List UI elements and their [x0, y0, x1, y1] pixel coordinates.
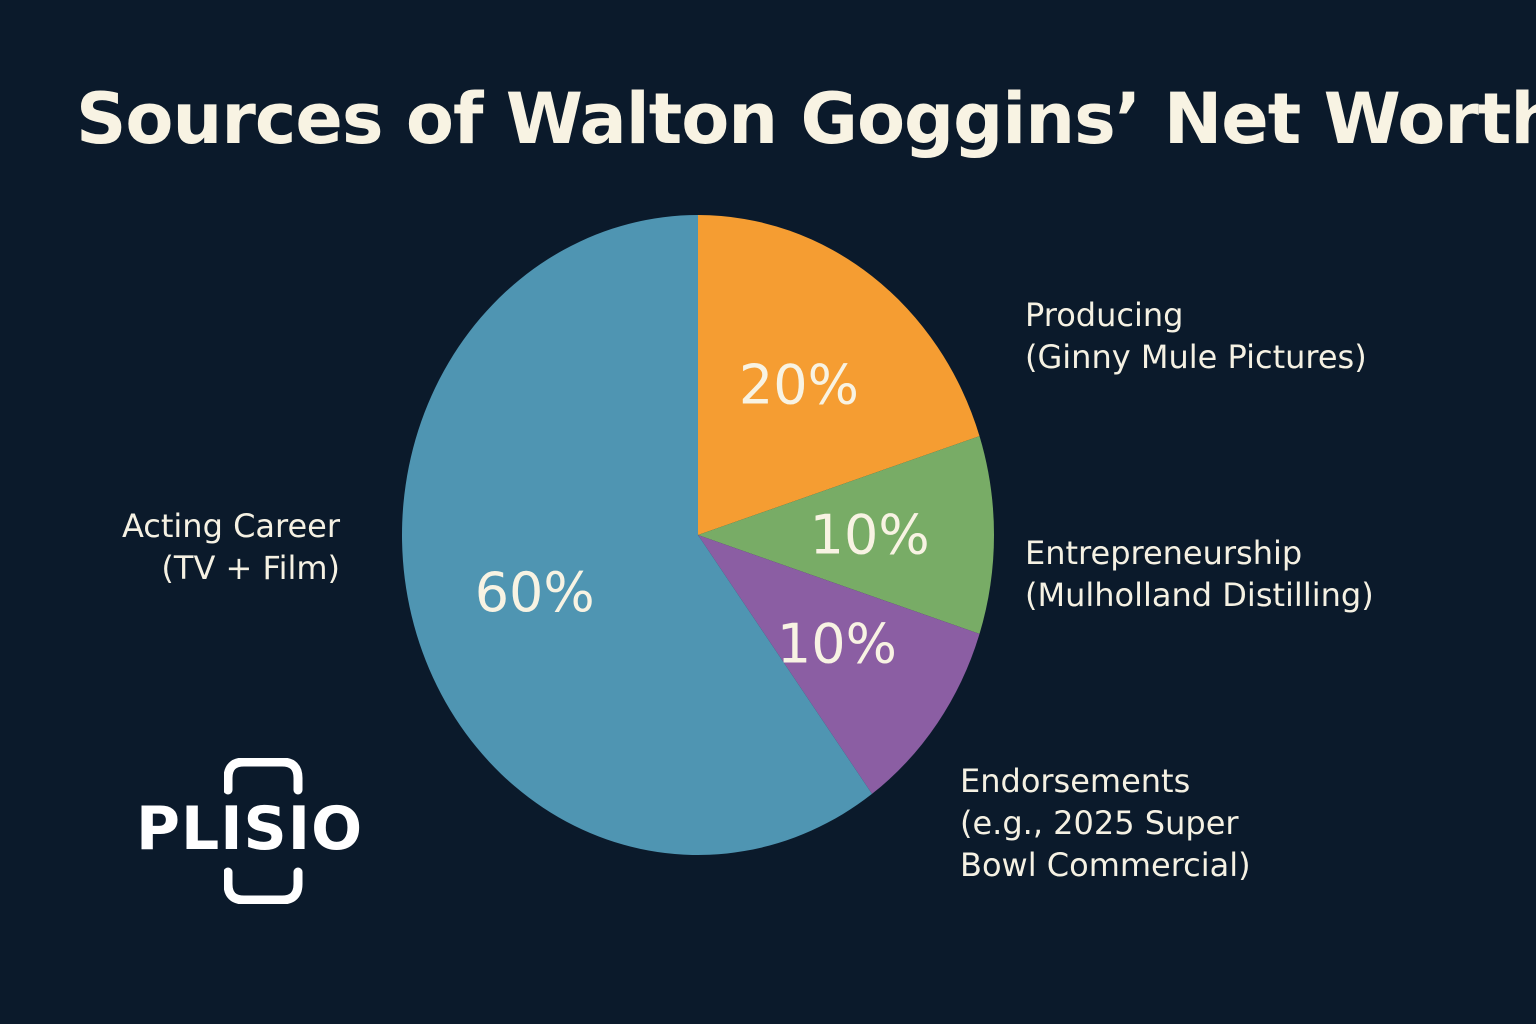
- pie-slice-label-acting: 60%: [475, 561, 595, 624]
- logo-frame-icon: [224, 758, 303, 904]
- callout-producing-title: Producing: [1025, 296, 1184, 334]
- callout-entrepreneurship-title: Entrepreneurship: [1025, 534, 1303, 572]
- callout-entrepreneurship-detail: (Mulholland Distilling): [1025, 576, 1374, 614]
- pie-slice-endorsements: [698, 535, 980, 794]
- pie-slice-label-entrepreneurship: 10%: [810, 504, 930, 567]
- callout-producing: Producing (Ginny Mule Pictures): [1025, 294, 1367, 378]
- pie-slice-label-producing: 20%: [739, 353, 859, 416]
- callout-acting-detail: (TV + Film): [161, 549, 340, 587]
- pie-slice-producing: [698, 215, 980, 535]
- callout-endorsements-detail-1: (e.g., 2025 Super: [960, 804, 1239, 842]
- callout-producing-detail: (Ginny Mule Pictures): [1025, 338, 1367, 376]
- pie-slice-label-endorsements: 10%: [777, 613, 897, 676]
- callout-acting-title: Acting Career: [121, 507, 340, 545]
- callout-acting: Acting Career (TV + Film): [122, 505, 340, 589]
- pie-slice-acting: [401, 215, 872, 856]
- plisio-logo: PLISIO: [136, 758, 376, 908]
- chart-title: Sources of Walton Goggins’ Net Worth: [76, 78, 1536, 160]
- pie-slice-entrepreneurship: [698, 436, 995, 634]
- callout-entrepreneurship: Entrepreneurship (Mulholland Distilling): [1025, 532, 1374, 616]
- callout-endorsements: Endorsements (e.g., 2025 Super Bowl Comm…: [960, 760, 1251, 886]
- callout-endorsements-detail-2: Bowl Commercial): [960, 846, 1251, 884]
- callout-endorsements-title: Endorsements: [960, 762, 1191, 800]
- logo-text: PLISIO: [136, 794, 364, 864]
